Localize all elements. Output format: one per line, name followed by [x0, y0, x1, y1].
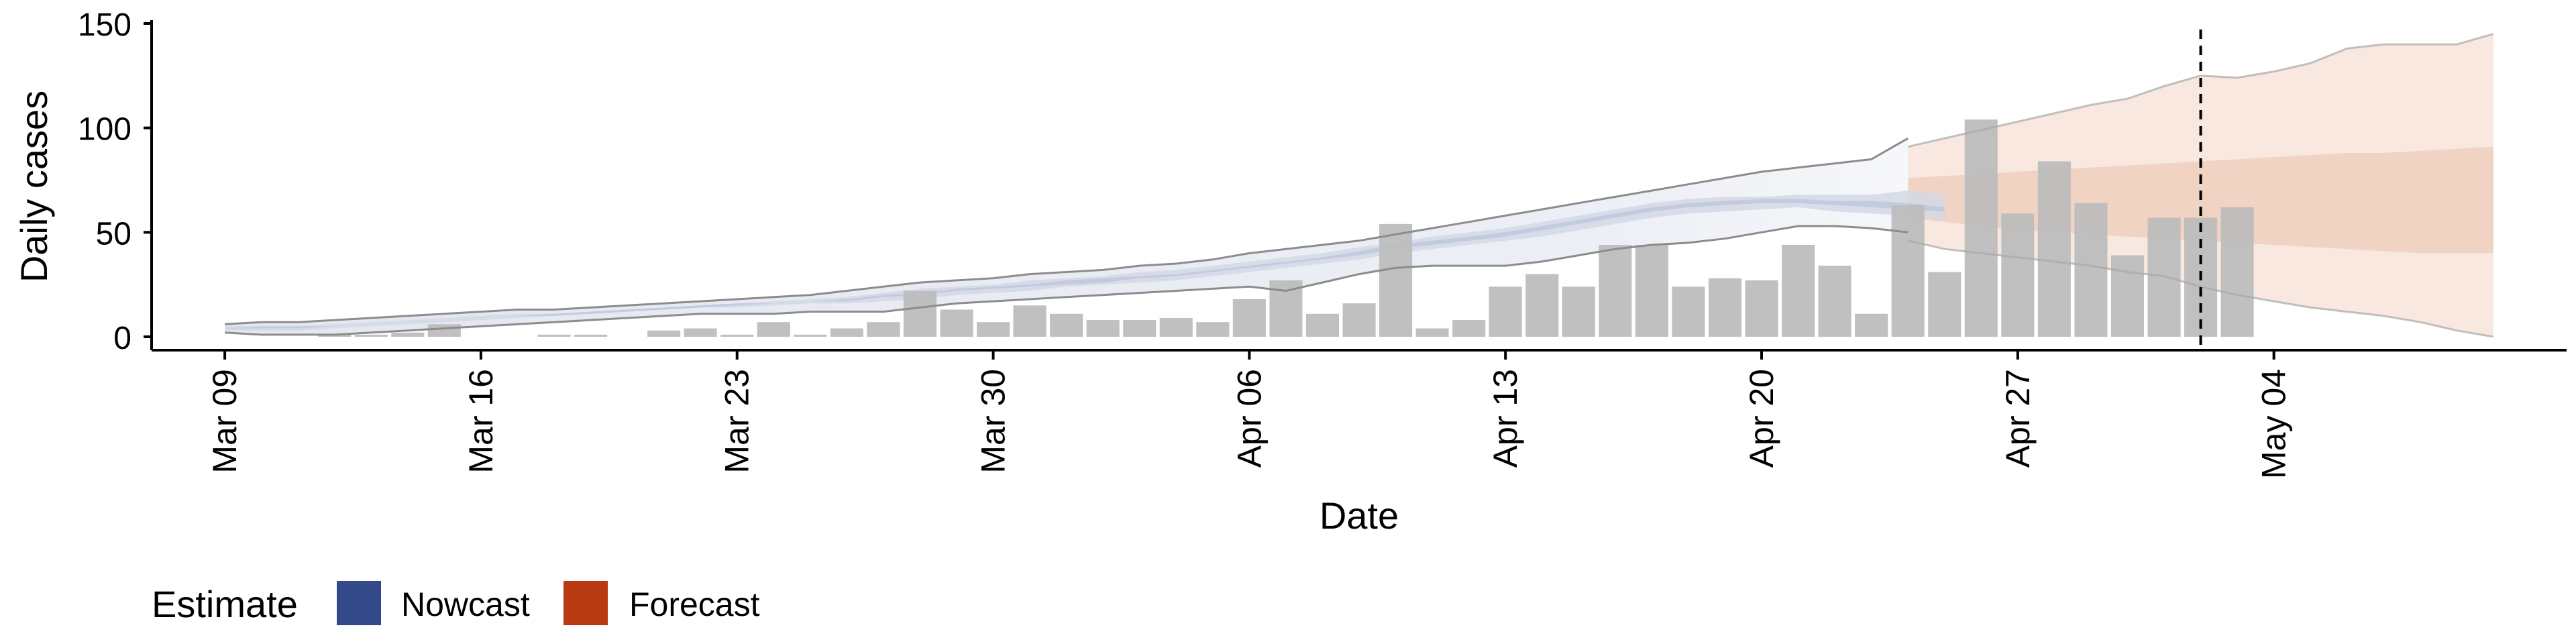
bar — [757, 322, 790, 337]
bar — [2001, 213, 2035, 337]
nowcast-band-inner — [225, 199, 1945, 329]
bar — [1672, 286, 1705, 337]
x-tick-label: Apr 20 — [1743, 369, 1780, 468]
y-tick-label: 50 — [96, 216, 131, 252]
bar — [647, 330, 681, 337]
bar — [1196, 322, 1230, 337]
bar — [1928, 272, 1962, 337]
legend: Estimate Nowcast Forecast — [152, 581, 760, 625]
bar — [1635, 245, 1668, 337]
bar — [1818, 266, 1851, 337]
y-axis-label: Daily cases — [13, 91, 55, 282]
x-tick-label: Mar 09 — [206, 369, 244, 474]
y-tick-label: 100 — [78, 112, 131, 148]
bar — [1855, 313, 1888, 337]
bar — [2074, 203, 2108, 337]
bar — [867, 322, 900, 337]
bar — [2110, 255, 2144, 337]
bar — [1086, 320, 1120, 337]
bar — [794, 334, 827, 337]
reported-cases-bars — [318, 119, 2254, 337]
x-tick-label: Mar 30 — [975, 369, 1012, 474]
bar — [1379, 223, 1413, 337]
legend-label-nowcast: Nowcast — [401, 586, 530, 623]
x-tick-label: May 04 — [2255, 369, 2293, 479]
forecast-upper-line — [1907, 33, 2494, 148]
nowcast-bands — [225, 138, 1945, 335]
bar — [537, 334, 571, 337]
bar — [427, 324, 461, 337]
y-tick-label: 150 — [78, 7, 131, 43]
bar — [1452, 320, 1486, 337]
forecast-lower-line — [1907, 239, 2494, 338]
x-axis-label: Date — [1320, 494, 1399, 537]
bar — [1342, 303, 1376, 337]
legend-swatch-forecast — [564, 581, 608, 625]
x-tick-label: Mar 16 — [462, 369, 500, 474]
bar — [1599, 245, 1632, 337]
bar — [1415, 328, 1449, 337]
bar — [1562, 286, 1595, 337]
bar — [2220, 207, 2254, 337]
bar — [1232, 299, 1266, 337]
nowcast-upper-line — [225, 137, 1909, 325]
x-tick-label: Apr 27 — [1999, 369, 2037, 468]
bar — [1159, 318, 1193, 337]
bar — [2037, 161, 2071, 337]
bar — [1305, 313, 1339, 337]
x-tick-label: Mar 23 — [718, 369, 756, 474]
bar — [391, 332, 425, 337]
nowcast-band-outer — [225, 138, 1909, 335]
bar — [1050, 313, 1083, 337]
legend-swatch-nowcast — [337, 581, 381, 625]
bar — [684, 328, 717, 337]
bar — [574, 334, 608, 337]
bar — [318, 334, 352, 337]
bar — [1013, 305, 1046, 337]
bar — [903, 290, 936, 337]
plot-area — [225, 30, 2494, 350]
bar — [977, 322, 1010, 337]
x-tick-label: Apr 06 — [1230, 369, 1268, 468]
legend-title: Estimate — [152, 583, 298, 625]
bar — [1964, 119, 1998, 337]
bar — [1489, 286, 1522, 337]
bar — [354, 334, 388, 337]
x-tick-label: Apr 13 — [1487, 369, 1524, 468]
y-tick-label: 0 — [113, 321, 131, 356]
x-axis: Mar 09 Mar 16 Mar 23 Mar 30 Apr 06 Apr 13 Apr … — [152, 349, 2567, 479]
nowcast-lower-line — [225, 225, 1909, 336]
bar — [830, 328, 863, 337]
y-axis: 0 50 100 150 — [78, 7, 153, 356]
bar — [1745, 280, 1778, 337]
bar — [940, 309, 973, 337]
bar — [1123, 320, 1157, 337]
bar — [1525, 274, 1559, 337]
bar — [720, 334, 754, 337]
band-outline-lines — [225, 33, 2494, 338]
legend-label-forecast: Forecast — [629, 586, 760, 623]
x-ticks: Mar 09 Mar 16 Mar 23 Mar 30 Apr 06 Apr 13 Apr … — [206, 350, 2293, 479]
nowcast-band-mid — [225, 191, 1945, 331]
bar — [1782, 245, 1815, 337]
y-ticks: 0 50 100 150 — [78, 7, 152, 356]
bar — [1891, 205, 1925, 337]
bar — [1708, 278, 1741, 337]
